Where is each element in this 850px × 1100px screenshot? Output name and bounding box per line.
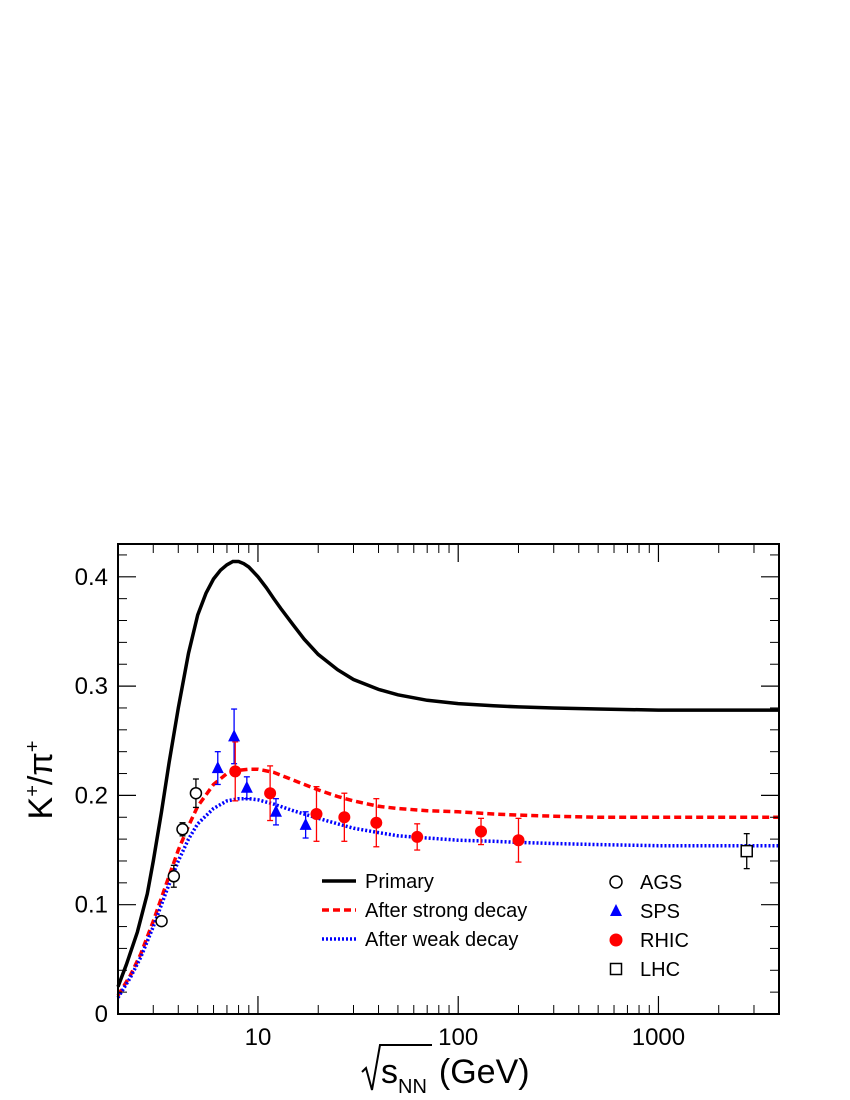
curve-primary	[116, 559, 779, 988]
y-tick-label: 0.4	[75, 564, 108, 591]
x-label-base: s	[381, 1053, 398, 1091]
point-ags-0	[155, 914, 168, 928]
legend-label: Primary	[365, 871, 434, 893]
x-label-text: sNN (GeV)	[381, 1053, 530, 1098]
point-rhic-2	[310, 807, 323, 820]
plot-frame	[117, 543, 780, 1015]
y-tick-label: 0.1	[75, 892, 108, 919]
point-rhic-3	[338, 811, 351, 824]
point-rhic-6	[475, 825, 488, 838]
legend-label: LHC	[640, 959, 680, 981]
legend-label: SPS	[640, 901, 680, 923]
point-sps-3	[269, 804, 282, 817]
y-tick-label: 0	[95, 1001, 108, 1028]
legend: Primary After strong decay After weak deca…	[322, 871, 689, 981]
legend-label: After strong decay	[365, 900, 527, 922]
sqrt-symbol	[361, 1044, 432, 1091]
point-rhic-4	[370, 816, 383, 829]
point-ags-3	[189, 786, 203, 800]
legend-marker	[609, 875, 623, 889]
legend-entry-lhc: LHC	[609, 959, 680, 981]
legend-marker	[609, 933, 623, 947]
x-label-subscript: NN	[398, 1076, 427, 1098]
point-rhic-5	[411, 830, 424, 843]
y-label-pi-charge: +	[22, 741, 44, 753]
legend-entry-after-weak-decay: After weak decay	[322, 929, 518, 951]
legend-label: After weak decay	[365, 929, 518, 951]
x-label-unit: (GeV)	[439, 1053, 530, 1091]
legend-entry-ags: AGS	[609, 872, 682, 894]
y-tick-label: 0.3	[75, 673, 108, 700]
legend-label: AGS	[640, 872, 682, 894]
curve-after-strong-decay	[116, 767, 779, 997]
y-label-k-charge: +	[22, 785, 44, 797]
point-rhic-7	[512, 834, 525, 847]
curve-after-weak-decay	[116, 796, 779, 999]
point-sps-4	[299, 817, 312, 830]
legend-entry-primary: Primary	[322, 871, 434, 893]
y-label-k: K	[22, 796, 60, 819]
y-label-slash: /	[22, 775, 60, 785]
x-tick-label: 100	[438, 1024, 478, 1051]
x-tick-label: 10	[245, 1024, 272, 1051]
point-lhc-0	[740, 844, 753, 858]
x-axis-label: sNN (GeV)	[361, 1044, 530, 1098]
point-rhic-0	[229, 765, 242, 778]
legend-marker	[609, 962, 623, 976]
y-tick-label: 0.2	[75, 782, 108, 809]
legend-entry-sps: SPS	[610, 901, 680, 923]
point-ags-2	[176, 823, 189, 836]
axes-layer: 0 0.1 0.2 0.3 0.4 10 100 1000	[75, 543, 780, 1051]
legend-entry-after-strong-decay: After strong decay	[322, 900, 527, 922]
x-tick-label: 1000	[632, 1024, 685, 1051]
legend-label: RHIC	[640, 930, 689, 952]
point-sps-1	[228, 729, 241, 742]
y-axis-label: K+/π+	[22, 741, 60, 820]
legend-entry-rhic: RHIC	[609, 930, 689, 952]
point-sps-2	[240, 780, 253, 793]
y-label-pi: π	[22, 752, 60, 775]
curves-layer	[116, 559, 779, 999]
point-ags-1	[167, 870, 181, 883]
markers-layer	[155, 729, 753, 928]
legend-marker	[610, 904, 622, 916]
point-sps-0	[211, 761, 224, 774]
point-rhic-1	[264, 787, 277, 800]
